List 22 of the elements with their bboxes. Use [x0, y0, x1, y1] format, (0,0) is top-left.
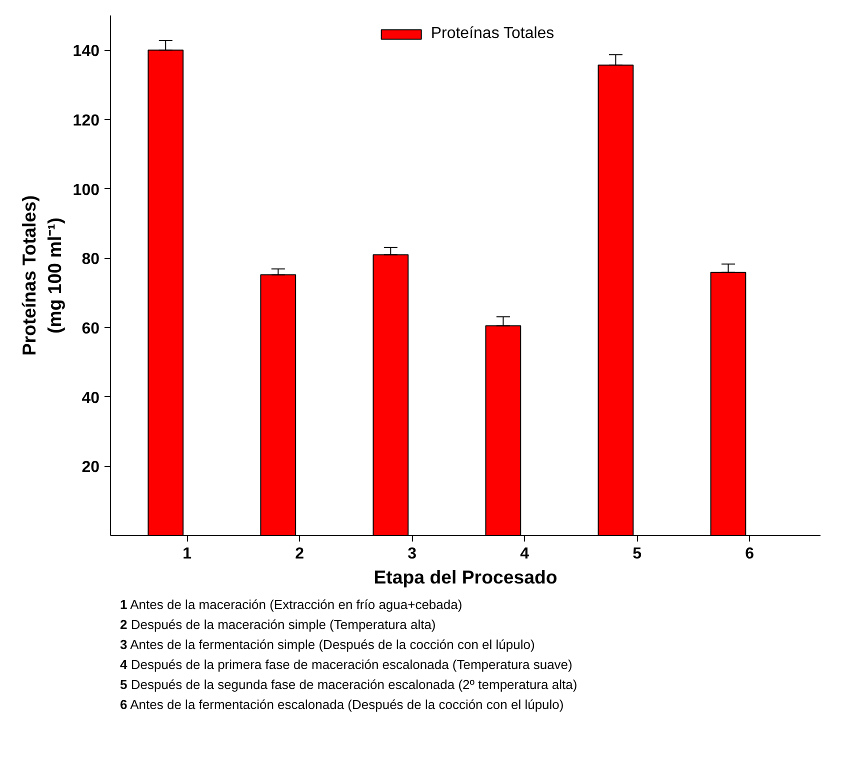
y-tick-label: 140 — [72, 43, 100, 60]
y-axis-title: Proteínas Totales) (mg 100 ml⁻¹) — [18, 195, 65, 356]
x-tick-label: 2 — [295, 546, 304, 562]
text: 4 Después de la primera fase de maceración escalonada (Temperatura suave) — [120, 657, 572, 672]
y-tick-label: 80 — [82, 251, 100, 268]
y-tick-label: 40 — [82, 390, 100, 407]
x-tick-label: 3 — [408, 546, 417, 562]
x-tick-label: 5 — [632, 546, 642, 562]
text: 1 Antes de la maceración (Extracción en frío agua+cebada) — [120, 597, 462, 612]
y-tick-label: 20 — [82, 459, 100, 476]
legend-label: Proteínas Totales — [430, 25, 554, 43]
y-tick-label: 60 — [82, 320, 100, 338]
text: 3 Antes de la fermentación simple (Después de la cocción con el lúpulo) — [120, 637, 535, 652]
x-tick-label: 4 — [520, 546, 530, 562]
text: 2 Después de la maceración simple (Temperatura alta) — [120, 617, 436, 632]
y-tick-label: 120 — [72, 112, 100, 130]
y-tick-label: 100 — [72, 182, 100, 199]
x-tick-label: 6 — [745, 546, 754, 562]
x-axis-title: Etapa del Procesado — [374, 566, 558, 588]
x-tick-label: 1 — [182, 546, 192, 562]
text: 6 Antes de la fermentación escalonada (Después de la cocción con el lúpulo) — [120, 697, 564, 712]
text: 5 Después de la segunda fase de maceración escalonada (2º temperatura alta) — [120, 677, 578, 692]
